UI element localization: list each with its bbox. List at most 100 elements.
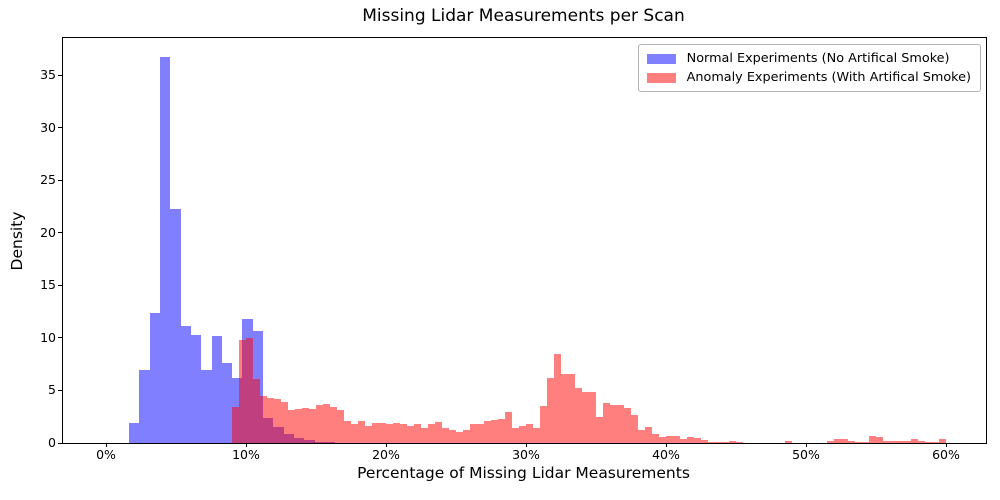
histogram-bar — [526, 423, 533, 443]
histogram-bar — [393, 422, 400, 443]
y-tick-mark — [58, 442, 62, 444]
histogram-bar — [351, 423, 358, 443]
histogram-bar — [848, 440, 855, 443]
histogram-bar — [267, 397, 274, 443]
x-tick-mark — [945, 443, 947, 447]
legend-label-normal: Normal Experiments (No Artifical Smoke) — [686, 51, 950, 66]
histogram-bar — [554, 354, 561, 443]
histogram-bar — [316, 405, 323, 443]
y-tick-label: 0 — [48, 435, 56, 450]
x-tick-label: 10% — [232, 447, 260, 462]
histogram-bar — [435, 422, 442, 443]
histogram-bar — [160, 57, 170, 443]
histogram-bar — [239, 339, 246, 443]
y-tick-mark — [58, 74, 62, 76]
histogram-bar — [170, 208, 181, 443]
histogram-bar — [400, 423, 407, 443]
x-tick-label: 20% — [372, 447, 400, 462]
y-tick-mark — [58, 284, 62, 286]
histogram-bar — [589, 391, 596, 443]
legend-label-anomaly: Anomaly Experiments (With Artifical Smok… — [686, 70, 971, 85]
histogram-bar — [421, 427, 428, 443]
histogram-bar — [918, 440, 925, 443]
x-tick-mark — [665, 443, 667, 447]
histogram-bar — [827, 440, 834, 443]
histogram-bar — [939, 439, 946, 443]
histogram-bar — [904, 440, 911, 443]
y-tick-mark — [58, 389, 62, 391]
histogram-bar — [568, 373, 575, 443]
y-tick-mark — [58, 232, 62, 234]
x-tick-mark — [385, 443, 387, 447]
y-tick-mark — [58, 179, 62, 181]
x-tick-label: 40% — [652, 447, 680, 462]
histogram-bar — [925, 442, 932, 443]
histogram-bar — [372, 422, 379, 443]
histogram-bar — [729, 441, 736, 443]
x-axis-label: Percentage of Missing Lidar Measurements — [357, 464, 690, 482]
histogram-bar — [344, 420, 351, 443]
histogram-bar — [491, 420, 498, 443]
histogram-bar — [722, 442, 729, 443]
histogram-bar — [701, 440, 708, 443]
histogram-bar — [540, 406, 547, 443]
histogram-bar — [687, 437, 694, 443]
histogram-bar — [477, 423, 484, 443]
histogram-bar — [484, 420, 491, 443]
histogram-bar — [855, 441, 862, 443]
histogram-bar — [191, 334, 201, 443]
histogram-bar — [561, 373, 568, 443]
histogram-bar — [456, 432, 463, 443]
legend-row-normal: Normal Experiments (No Artifical Smoke) — [646, 51, 971, 66]
histogram-bar — [694, 438, 701, 443]
histogram-bar — [281, 401, 288, 443]
histogram-bar — [414, 424, 421, 443]
histogram-bar — [288, 410, 295, 443]
x-tick-label: 60% — [932, 447, 960, 462]
histogram-bar — [638, 430, 645, 443]
histogram-bar — [386, 424, 393, 443]
histogram-bar — [708, 441, 715, 443]
histogram-bar — [428, 423, 435, 443]
chart-title: Missing Lidar Measurements per Scan — [362, 6, 685, 26]
histogram-bar — [645, 427, 652, 443]
histogram-bar — [295, 409, 302, 443]
histogram-bar — [715, 441, 722, 443]
histogram-bar — [897, 440, 904, 443]
histogram-bar — [246, 337, 253, 443]
histogram-bar — [596, 417, 603, 443]
x-tick-label: 50% — [792, 447, 820, 462]
histogram-bar — [785, 441, 792, 443]
legend-row-anomaly: Anomaly Experiments (With Artifical Smok… — [646, 70, 971, 85]
histogram-bar — [129, 423, 139, 443]
histogram-bar — [442, 427, 449, 443]
histogram-bar — [575, 387, 582, 443]
histogram-bar — [512, 427, 519, 443]
histogram-bar — [659, 437, 666, 443]
histogram-bar — [212, 336, 222, 443]
histogram-bar — [519, 426, 526, 443]
histogram-bar — [869, 436, 876, 443]
x-tick-mark — [245, 443, 247, 447]
histogram-bar — [505, 411, 512, 443]
histogram-bar — [181, 326, 191, 443]
y-tick-label: 15 — [40, 277, 56, 293]
histogram-bar — [222, 363, 232, 443]
y-tick-label: 5 — [48, 382, 56, 398]
histogram-bar — [150, 312, 160, 443]
y-axis-label: Density — [8, 211, 26, 271]
y-tick-label: 35 — [40, 67, 56, 82]
histogram-bar — [260, 396, 267, 443]
histogram-bar — [323, 404, 330, 443]
histogram-bar — [876, 437, 883, 443]
histogram-bar — [463, 430, 470, 443]
histogram-bar — [365, 426, 372, 443]
histogram-bar — [533, 427, 540, 443]
histogram-bar — [139, 370, 150, 443]
x-tick-mark — [105, 443, 107, 447]
plot-area: Normal Experiments (No Artifical Smoke) … — [40, 37, 987, 462]
histogram-bar — [470, 424, 477, 443]
histogram-bar — [358, 420, 365, 443]
histogram-bar — [379, 422, 386, 443]
histogram-bar — [582, 391, 589, 443]
